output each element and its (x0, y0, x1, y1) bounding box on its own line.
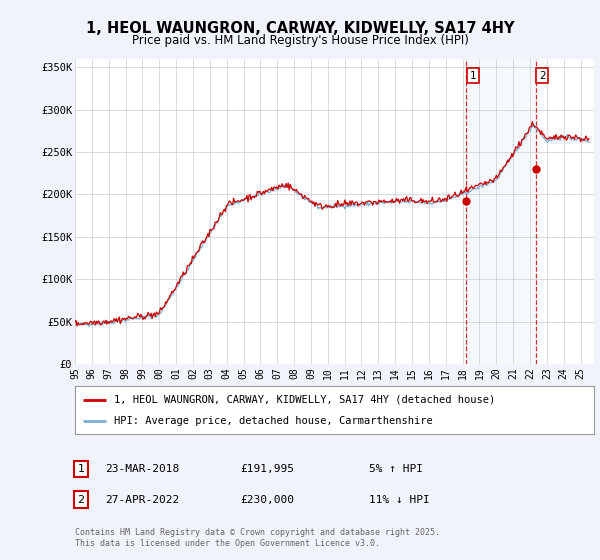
Text: £191,995: £191,995 (240, 464, 294, 474)
Text: 1, HEOL WAUNGRON, CARWAY, KIDWELLY, SA17 4HY (detached house): 1, HEOL WAUNGRON, CARWAY, KIDWELLY, SA17… (114, 395, 495, 405)
Text: 1: 1 (470, 71, 476, 81)
Bar (466, 59, 536, 364)
Text: 11% ↓ HPI: 11% ↓ HPI (369, 494, 430, 505)
Text: Price paid vs. HM Land Registry's House Price Index (HPI): Price paid vs. HM Land Registry's House … (131, 34, 469, 46)
Text: £230,000: £230,000 (240, 494, 294, 505)
Text: 1: 1 (77, 464, 85, 474)
Text: Contains HM Land Registry data © Crown copyright and database right 2025.
This d: Contains HM Land Registry data © Crown c… (75, 528, 440, 548)
Text: 27-APR-2022: 27-APR-2022 (105, 494, 179, 505)
Text: 23-MAR-2018: 23-MAR-2018 (105, 464, 179, 474)
Text: 1, HEOL WAUNGRON, CARWAY, KIDWELLY, SA17 4HY: 1, HEOL WAUNGRON, CARWAY, KIDWELLY, SA17… (86, 21, 514, 36)
Text: HPI: Average price, detached house, Carmarthenshire: HPI: Average price, detached house, Carm… (114, 416, 433, 426)
Text: 5% ↑ HPI: 5% ↑ HPI (369, 464, 423, 474)
Text: 2: 2 (539, 71, 545, 81)
Text: 2: 2 (77, 494, 85, 505)
